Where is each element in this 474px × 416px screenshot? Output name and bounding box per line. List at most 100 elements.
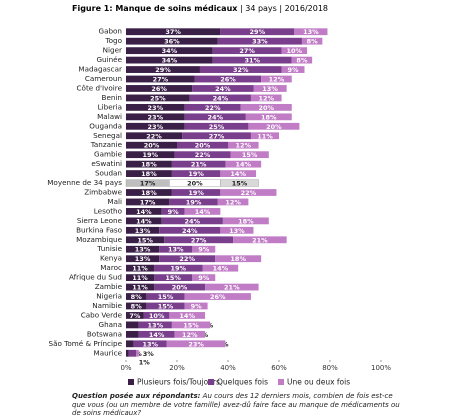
bar-segment: [128, 349, 137, 357]
value-label: 15%: [242, 151, 258, 159]
bar-segment: [281, 66, 305, 73]
bar-segment: [212, 47, 282, 55]
bar-segment: [248, 122, 300, 130]
value-label: 24%: [213, 94, 229, 102]
bar-segment: [126, 103, 185, 111]
value-label: 18%: [141, 189, 157, 197]
bar-segment: [146, 293, 185, 300]
value-label: 23%: [148, 104, 164, 112]
bar-segment: [220, 170, 257, 177]
bar-segment: [250, 94, 282, 102]
value-label: 14%: [179, 312, 195, 320]
bar-segment: [126, 226, 160, 234]
bar-segment: [138, 330, 175, 338]
value-label: 14%: [213, 265, 229, 273]
value-label: 12%: [225, 198, 241, 206]
note-box: Question posée aux répondants: Au cours …: [72, 392, 400, 416]
value-label: 1%: [139, 359, 151, 367]
bar-segment: [184, 293, 251, 300]
value-label: 11%: [257, 132, 273, 140]
bar-segment: [146, 302, 185, 310]
bar-segment: [215, 255, 262, 263]
bar-segment: [161, 208, 185, 215]
y-tick-label: Madagascar: [78, 65, 122, 74]
bar-segment: [154, 264, 203, 272]
bar-segment: [126, 321, 139, 329]
value-label: 12%: [236, 142, 252, 150]
bar-segment: [217, 198, 249, 206]
y-tick-label: Tunisie: [96, 244, 122, 253]
bar-segment: [192, 274, 216, 282]
bar-segment: [192, 85, 254, 92]
value-label: 19%: [186, 198, 202, 206]
value-label: 23%: [148, 113, 164, 121]
value-label: 8%: [131, 302, 143, 310]
value-label: 19%: [188, 189, 204, 197]
x-tick-label: 40%: [220, 364, 236, 372]
value-label: 26%: [220, 76, 236, 84]
value-label: 18%: [261, 113, 277, 121]
bar-segment: [184, 122, 249, 130]
bar-segment: [126, 255, 160, 263]
value-label: 10%: [287, 47, 303, 55]
chart-title: Figure 1: Manque de soins médicaux: [72, 3, 238, 13]
bar-segment: [169, 198, 218, 206]
bar-segment: [126, 340, 134, 348]
bar-segment: [220, 226, 254, 234]
value-label: 24%: [182, 227, 198, 235]
y-tick-label: Nigeria: [96, 292, 122, 301]
note-label: Question posée aux répondants:: [72, 392, 201, 400]
bar-segment: [230, 151, 269, 159]
bar-segment: [126, 264, 155, 272]
bar-segment: [126, 75, 195, 83]
y-tick-label: Namibie: [92, 301, 122, 310]
value-label: 14%: [149, 331, 165, 339]
value-label: 29%: [155, 66, 171, 74]
bar-segment: [126, 312, 144, 319]
y-tick-label: Kenya: [100, 254, 122, 263]
bar-segment: [294, 28, 328, 36]
value-label: 21%: [191, 161, 207, 169]
value-label: 8%: [296, 57, 308, 65]
value-label: 24%: [215, 85, 231, 93]
bar-segment: [174, 151, 231, 159]
value-label: 13%: [135, 227, 151, 235]
value-label: 14%: [136, 208, 152, 216]
y-tick-label: Ghana: [99, 320, 123, 329]
value-label: 12%: [258, 94, 274, 102]
y-tick-label: eSwatini: [91, 159, 122, 168]
bar-segment: [126, 47, 213, 55]
y-tick-label: Tanzanie: [90, 140, 123, 149]
value-label: 17%: [140, 198, 156, 206]
value-label: 15%: [232, 180, 248, 188]
legend-label: Plusieurs fois/Toujours: [137, 378, 220, 387]
bar-segment: [126, 189, 172, 196]
bar-segment: [159, 226, 221, 234]
bar-segment: [171, 160, 226, 168]
bar-segment: [233, 236, 287, 244]
bar-segment: [126, 132, 183, 140]
value-label: 34%: [162, 57, 178, 65]
y-tick-label: Malawi: [97, 112, 122, 121]
bar-segment: [171, 189, 221, 196]
x-tick-label: 0%: [120, 364, 131, 372]
value-label: 21%: [252, 236, 268, 244]
y-tick-label: Benin: [102, 93, 122, 102]
value-label: 9%: [198, 274, 210, 282]
value-label: 9%: [288, 66, 300, 74]
value-label: 14%: [230, 170, 246, 178]
value-label: 13%: [168, 246, 184, 254]
legend-swatch: [278, 379, 284, 385]
y-tick-label: Mali: [107, 197, 122, 206]
bar-segment: [126, 37, 218, 45]
value-label: 15%: [165, 274, 181, 282]
bar-segment: [192, 245, 216, 253]
bar-segment: [136, 349, 139, 357]
value-label: 26%: [151, 85, 167, 93]
bar-segment: [126, 151, 175, 159]
bar-segment: [126, 198, 170, 206]
bar-segment: [126, 85, 193, 92]
bar-segment: [126, 141, 177, 149]
value-label: 15%: [137, 236, 153, 244]
